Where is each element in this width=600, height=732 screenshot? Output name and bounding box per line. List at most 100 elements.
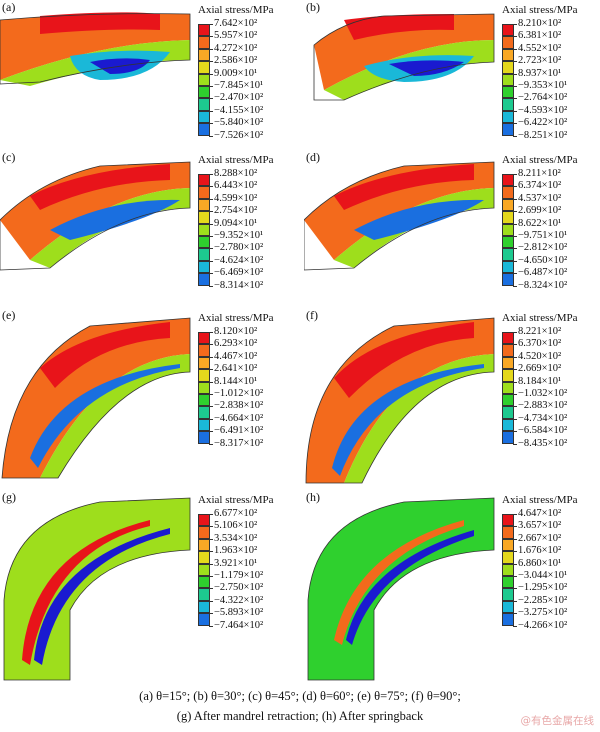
legend-swatch bbox=[502, 588, 514, 601]
legend-swatch bbox=[198, 174, 210, 187]
figure-caption-line2: (g) After mandrel retraction; (h) After … bbox=[176, 709, 424, 723]
legend-body: 4.647×10² 3.657×10² 2.667×10² 1.676×10² 6.86… bbox=[502, 508, 600, 634]
legend-value: −2.838×10² bbox=[208, 400, 264, 412]
legend-value: −4.664×10² bbox=[208, 412, 264, 424]
panel-label: (b) bbox=[306, 0, 320, 14]
legend-swatch bbox=[502, 24, 514, 37]
legend-swatch bbox=[502, 369, 514, 382]
legend-swatch bbox=[502, 260, 514, 274]
legend-value: 8.184×10¹ bbox=[512, 375, 562, 387]
legend-swatch bbox=[502, 381, 514, 394]
legend-value: 6.860×10¹ bbox=[512, 557, 562, 569]
legend-value: −2.285×10² bbox=[512, 594, 568, 606]
legend-swatch bbox=[198, 538, 210, 552]
legend-value: −9.751×10¹ bbox=[512, 230, 568, 241]
legend-swatch bbox=[198, 514, 210, 527]
legend-value: 5.106×10² bbox=[208, 520, 258, 532]
legend-value: 2.669×10² bbox=[512, 363, 562, 375]
panel-label: (a) bbox=[2, 0, 16, 14]
legend-body: 8.221×10² 6.370×10² 4.520×10² 2.669×10² 8.18… bbox=[502, 326, 600, 452]
legend-swatch bbox=[502, 418, 514, 432]
legend-title: Axial stress/MPa bbox=[198, 494, 274, 506]
legend-value: 3.921×10¹ bbox=[208, 557, 258, 569]
legend-value: −1.295×10² bbox=[512, 582, 568, 594]
legend-swatch bbox=[198, 406, 210, 419]
legend-swatch bbox=[198, 48, 210, 62]
legend-swatch bbox=[198, 24, 210, 37]
legend-value: −6.491×10² bbox=[208, 425, 264, 437]
legend-swatch bbox=[502, 431, 514, 444]
legend-swatch bbox=[198, 381, 210, 394]
legend-value: 1.676×10² bbox=[512, 545, 562, 557]
legend-value: −5.893×10² bbox=[208, 607, 264, 619]
legend-title: Axial stress/MPa bbox=[198, 312, 274, 324]
legend-swatch bbox=[502, 110, 514, 124]
legend-value: −6.469×10² bbox=[208, 267, 264, 279]
legend-swatch bbox=[502, 248, 514, 261]
legend-value: −2.812×10² bbox=[512, 242, 568, 254]
panel-label: (d) bbox=[306, 150, 320, 164]
panel-f: (f) Axial stress/MPa 8.221×10² 6.370×10² 4… bbox=[304, 308, 600, 488]
legend-value: 4.467×10² bbox=[208, 350, 258, 362]
legend-value: −2.780×10² bbox=[208, 242, 264, 254]
legend-value: 4.520×10² bbox=[512, 350, 562, 362]
panel-b: (b) Axial stress/MPa 8.210×10² 6.381×10² 4… bbox=[304, 0, 600, 170]
legend-value: 4.537×10² bbox=[512, 192, 562, 204]
legend-value: −3.044×10¹ bbox=[512, 570, 568, 581]
legend-swatch bbox=[198, 248, 210, 261]
legend-value: 8.144×10¹ bbox=[208, 375, 258, 387]
legend-value: −4.155×10² bbox=[208, 104, 264, 116]
legend-title: Axial stress/MPa bbox=[198, 4, 274, 16]
legend-swatch bbox=[198, 356, 210, 370]
legend-value: 5.957×10² bbox=[208, 30, 258, 42]
stress-map bbox=[305, 317, 495, 484]
legend-swatch bbox=[198, 110, 210, 124]
panel-label: (e) bbox=[2, 308, 16, 322]
legend-body: 8.120×10² 6.293×10² 4.467×10² 2.641×10² 8.14… bbox=[198, 326, 302, 452]
legend-value: 2.586×10² bbox=[208, 55, 258, 67]
legend-value: −2.764×10² bbox=[512, 92, 568, 104]
legend-value: −1.179×10² bbox=[208, 570, 264, 581]
legend-value: −3.275×10² bbox=[512, 607, 568, 619]
color-legend: Axial stress/MPa 8.120×10² 6.293×10² 4.467… bbox=[198, 312, 302, 452]
legend-swatch bbox=[502, 223, 514, 236]
legend-swatch bbox=[502, 344, 514, 357]
figure-caption-line1: (a) θ=15°; (b) θ=30°; (c) θ=45°; (d) θ=6… bbox=[139, 689, 461, 703]
legend-value: 8.288×10² bbox=[208, 168, 258, 179]
legend-value: −8.324×10² bbox=[512, 279, 568, 291]
panel-label: (c) bbox=[2, 150, 16, 164]
legend-body: 7.642×10² 5.957×10² 4.272×10² 2.586×10² 9.00… bbox=[198, 18, 302, 144]
legend-swatch bbox=[502, 198, 514, 212]
legend-swatch bbox=[502, 73, 514, 86]
color-legend: Axial stress/MPa 7.642×10² 5.957×10² 4.272… bbox=[198, 4, 302, 144]
legend-swatch bbox=[198, 344, 210, 357]
legend-value: −4.734×10² bbox=[512, 412, 568, 424]
legend-swatch bbox=[198, 563, 210, 576]
legend-body: 8.210×10² 6.381×10² 4.552×10² 2.723×10² 8.93… bbox=[502, 18, 600, 144]
legend-swatch bbox=[502, 98, 514, 111]
legend-swatch bbox=[502, 356, 514, 370]
legend-value: 6.293×10² bbox=[208, 338, 258, 350]
legend-swatch bbox=[198, 526, 210, 539]
legend-value: −2.883×10² bbox=[512, 400, 568, 412]
legend-value: 4.552×10² bbox=[512, 42, 562, 54]
legend-title: Axial stress/MPa bbox=[502, 154, 578, 166]
legend-swatch bbox=[198, 588, 210, 601]
legend-value: 6.443×10² bbox=[208, 180, 258, 192]
color-legend: Axial stress/MPa 8.221×10² 6.370×10² 4.520… bbox=[502, 312, 600, 452]
legend-value: −7.526×10² bbox=[208, 129, 264, 141]
legend-swatch bbox=[198, 61, 210, 74]
stress-map bbox=[313, 13, 495, 101]
legend-value: 6.381×10² bbox=[512, 30, 562, 42]
legend-value: 9.009×10¹ bbox=[208, 67, 258, 79]
legend-value: 8.211×10² bbox=[513, 168, 561, 179]
legend-value: 8.120×10² bbox=[208, 326, 258, 337]
color-legend: Axial stress/MPa 8.288×10² 6.443×10² 4.599… bbox=[198, 154, 302, 294]
legend-value: 8.622×10¹ bbox=[512, 217, 562, 229]
legend-swatch bbox=[502, 332, 514, 345]
legend-swatch bbox=[502, 48, 514, 62]
legend-swatch bbox=[198, 223, 210, 236]
legend-swatch bbox=[198, 576, 210, 589]
panel-h: (h) Axial stress/MPa 4.647×10² 3.657×10² 2… bbox=[304, 490, 600, 685]
legend-swatch bbox=[502, 551, 514, 564]
